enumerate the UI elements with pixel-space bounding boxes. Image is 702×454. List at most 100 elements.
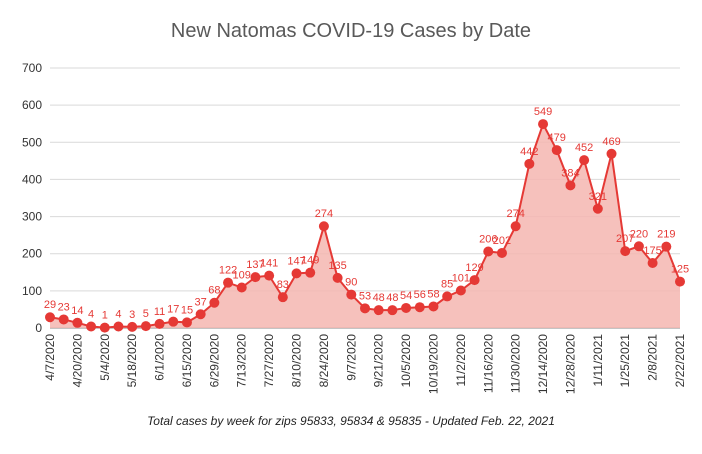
data-point — [373, 305, 384, 316]
data-point — [127, 321, 138, 332]
data-label: 549 — [534, 106, 552, 118]
data-point — [387, 305, 398, 316]
x-tick-label: 1/25/2021 — [618, 334, 632, 388]
data-point — [551, 145, 562, 156]
data-label: 274 — [315, 208, 333, 220]
x-tick-label: 10/5/2020 — [399, 334, 413, 388]
x-tick-label: 12/28/2020 — [563, 334, 577, 394]
data-point — [661, 241, 672, 252]
x-tick-label: 6/15/2020 — [180, 334, 194, 388]
data-label: 5 — [143, 308, 149, 320]
data-point — [332, 272, 343, 283]
data-label: 4 — [115, 309, 121, 321]
data-label: 29 — [44, 299, 56, 311]
data-label: 15 — [181, 304, 193, 316]
data-point — [346, 289, 357, 300]
data-label: 141 — [260, 258, 278, 270]
data-point — [181, 317, 192, 328]
data-point — [414, 302, 425, 313]
data-label: 48 — [373, 292, 385, 304]
data-label: 135 — [328, 260, 346, 272]
data-label: 125 — [671, 264, 689, 276]
x-tick-label: 6/1/2020 — [153, 334, 167, 381]
x-tick-label: 6/29/2020 — [207, 334, 221, 388]
data-point — [86, 321, 97, 332]
x-tick-label: 8/24/2020 — [317, 334, 331, 388]
data-point — [647, 258, 658, 268]
x-tick-label: 7/27/2020 — [262, 334, 276, 388]
data-point — [675, 276, 685, 287]
x-tick-label: 4/20/2020 — [70, 334, 84, 388]
data-label: 1 — [102, 310, 108, 322]
x-tick-label: 5/4/2020 — [98, 334, 112, 381]
data-point — [250, 272, 261, 283]
data-point — [318, 221, 329, 232]
data-point — [469, 275, 480, 286]
data-label: 85 — [441, 278, 453, 290]
x-tick-label: 10/19/2020 — [426, 334, 440, 394]
data-point — [633, 241, 644, 252]
data-label: 384 — [561, 167, 579, 179]
data-label: 129 — [465, 262, 483, 274]
data-label: 109 — [233, 270, 251, 282]
data-point — [99, 322, 110, 333]
data-point — [236, 282, 247, 293]
data-point — [154, 318, 165, 329]
data-point — [360, 303, 370, 314]
data-label: 469 — [602, 136, 620, 148]
data-label: 202 — [493, 235, 511, 247]
x-tick-label: 4/7/2020 — [43, 334, 57, 381]
data-point — [455, 285, 466, 296]
x-tick-label: 2/8/2021 — [646, 334, 660, 381]
x-tick-label: 5/18/2020 — [125, 334, 139, 388]
data-label: 207 — [616, 233, 634, 245]
x-tick-label: 11/2/2020 — [454, 334, 468, 387]
data-label: 83 — [277, 279, 289, 291]
data-point — [140, 321, 151, 332]
data-label: 220 — [630, 228, 648, 240]
data-point — [442, 291, 453, 302]
data-label: 206 — [479, 233, 497, 245]
data-point — [168, 316, 179, 327]
data-label: 53 — [359, 290, 371, 302]
x-tick-label: 7/13/2020 — [235, 334, 249, 388]
data-point — [45, 312, 55, 323]
y-tick-label: 0 — [35, 321, 42, 335]
data-point — [58, 314, 69, 325]
data-label: 442 — [520, 146, 538, 158]
y-tick-label: 300 — [22, 210, 42, 224]
data-label: 149 — [301, 255, 319, 267]
y-tick-label: 100 — [22, 284, 42, 298]
y-tick-label: 600 — [22, 98, 42, 112]
data-point — [510, 221, 521, 232]
data-point — [524, 158, 535, 169]
data-label: 147 — [287, 255, 305, 267]
chart-title: New Natomas COVID-19 Cases by Date — [170, 20, 532, 42]
x-tick-label: 11/16/2020 — [481, 334, 495, 393]
data-point — [620, 246, 631, 257]
data-label: 137 — [246, 259, 264, 271]
y-tick-label: 500 — [22, 135, 42, 149]
data-point — [277, 292, 288, 303]
data-label: 58 — [427, 288, 439, 300]
data-label: 3 — [129, 309, 135, 321]
data-label: 175 — [643, 245, 661, 257]
data-label: 54 — [400, 290, 412, 302]
x-tick-label: 9/21/2020 — [372, 334, 386, 388]
x-tick-label: 11/30/2020 — [509, 334, 523, 393]
data-point — [592, 203, 603, 214]
data-point — [223, 277, 234, 288]
data-point — [291, 268, 302, 279]
data-point — [113, 321, 124, 332]
data-label: 274 — [506, 208, 524, 220]
chart-subtitle: Total cases by week for zips 95833, 9583… — [147, 414, 555, 428]
x-tick-label: 9/7/2020 — [344, 334, 358, 381]
data-point — [579, 155, 590, 166]
data-point — [496, 247, 507, 258]
x-tick-label: 1/11/2021 — [591, 334, 605, 387]
data-label: 14 — [71, 305, 83, 317]
data-point — [72, 317, 83, 328]
y-tick-label: 400 — [22, 172, 42, 186]
